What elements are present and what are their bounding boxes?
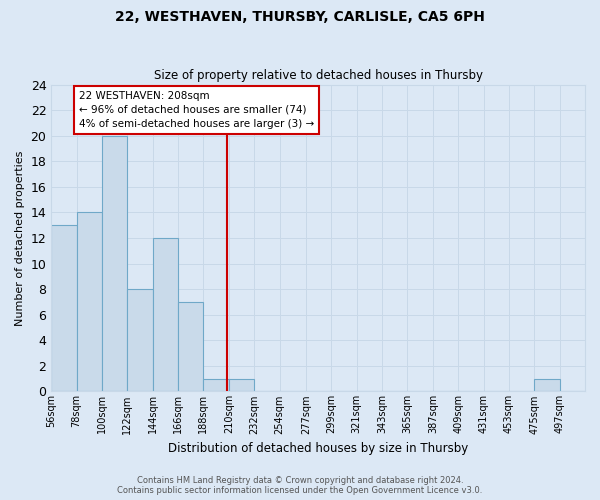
Text: 22 WESTHAVEN: 208sqm
← 96% of detached houses are smaller (74)
4% of semi-detach: 22 WESTHAVEN: 208sqm ← 96% of detached h… <box>79 91 314 129</box>
Bar <box>102 136 127 392</box>
Bar <box>534 378 560 392</box>
Bar <box>127 289 153 392</box>
Bar <box>229 378 254 392</box>
Y-axis label: Number of detached properties: Number of detached properties <box>15 150 25 326</box>
Bar <box>203 378 229 392</box>
Bar <box>153 238 178 392</box>
Bar <box>178 302 203 392</box>
Title: Size of property relative to detached houses in Thursby: Size of property relative to detached ho… <box>154 69 482 82</box>
Bar <box>77 212 102 392</box>
X-axis label: Distribution of detached houses by size in Thursby: Distribution of detached houses by size … <box>168 442 468 455</box>
Text: 22, WESTHAVEN, THURSBY, CARLISLE, CA5 6PH: 22, WESTHAVEN, THURSBY, CARLISLE, CA5 6P… <box>115 10 485 24</box>
Text: Contains HM Land Registry data © Crown copyright and database right 2024.
Contai: Contains HM Land Registry data © Crown c… <box>118 476 482 495</box>
Bar <box>51 225 77 392</box>
